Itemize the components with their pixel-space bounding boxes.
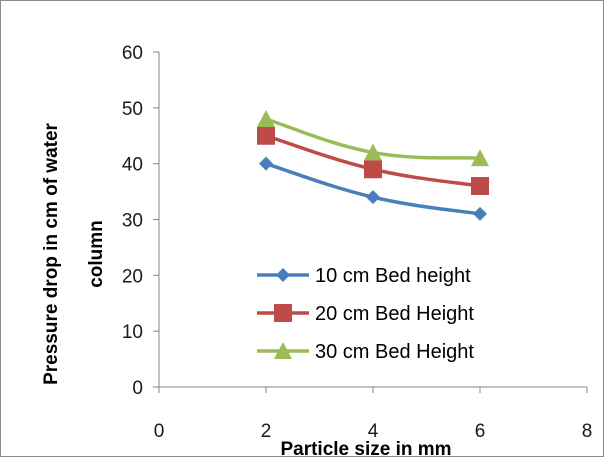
data-point-series-3 [257, 110, 275, 127]
legend-label-2: 20 cm Bed Height [315, 303, 474, 325]
legend-marker-2 [274, 304, 292, 322]
y-tick-label: 30 [122, 211, 143, 232]
x-axis-title: Particle size in mm [280, 439, 451, 458]
y-tick-label: 60 [122, 43, 143, 64]
y-tick-label: 10 [122, 322, 143, 343]
data-point-series-1 [259, 156, 273, 171]
x-tick-label: 0 [154, 421, 165, 442]
y-tick-label: 40 [122, 155, 143, 176]
legend-label-1: 10 cm Bed height [315, 265, 471, 287]
tick-labels: 0 10 20 30 40 50 60 0 2 4 6 8 [122, 43, 592, 442]
axes [153, 51, 588, 393]
legend-label-3: 30 cm Bed Height [315, 341, 474, 363]
y-axis-title-line-1: Pressure drop in cm of water [41, 122, 62, 384]
x-tick-label: 4 [368, 421, 379, 442]
y-axis-title: Pressure drop in cm of water column [41, 122, 107, 384]
data-point-series-1 [473, 206, 487, 221]
data-point-series-2 [257, 126, 275, 145]
legend: 10 cm Bed height 20 cm Bed Height 30 cm Be… [257, 265, 474, 363]
data-series [257, 110, 489, 221]
data-point-series-3 [471, 149, 489, 167]
data-point-series-2 [364, 160, 382, 179]
data-point-series-1 [366, 190, 380, 205]
x-tick-label: 8 [582, 421, 593, 442]
y-tick-label: 50 [122, 99, 143, 120]
y-tick-label: 20 [122, 266, 143, 287]
data-point-series-2 [471, 177, 489, 195]
legend-marker-3 [274, 342, 292, 359]
x-tick-label: 2 [261, 421, 272, 442]
legend-marker-1 [276, 268, 290, 282]
x-tick-label: 6 [475, 421, 486, 442]
y-axis-title-line-2: column [86, 220, 107, 288]
y-tick-label: 0 [132, 378, 143, 399]
data-point-series-3 [364, 143, 382, 161]
